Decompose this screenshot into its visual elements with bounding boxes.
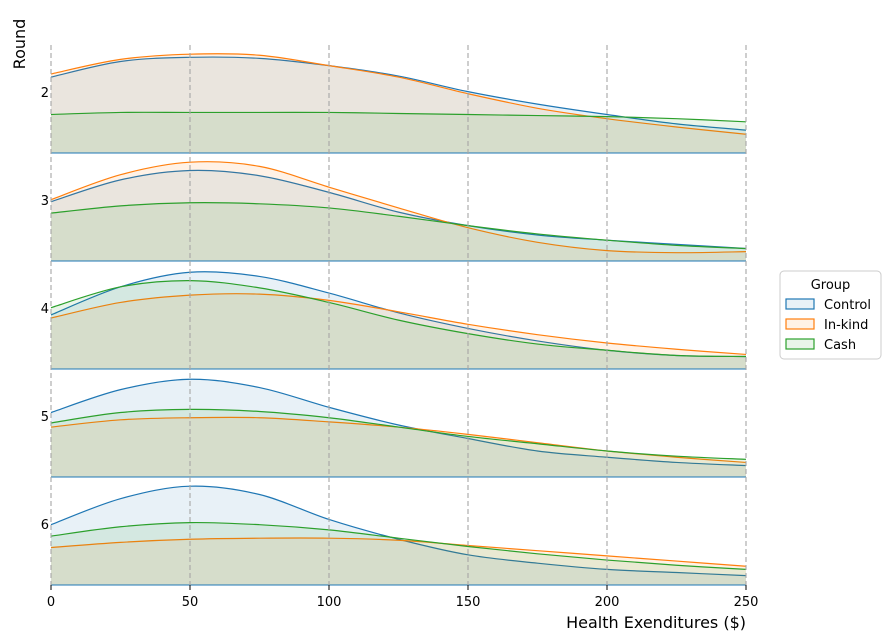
- density-area-in-kind-round-4: [51, 293, 746, 369]
- ridge-panel-round-2: [50, 53, 747, 154]
- x-axis-title: Health Exenditures ($): [566, 613, 746, 632]
- round-label: 5: [41, 410, 49, 425]
- legend-entry-cash: Cash: [785, 338, 856, 353]
- x-tick-label: 200: [595, 595, 620, 610]
- ridge-panel-round-5: [50, 378, 747, 478]
- density-line-cash-round-4: [50, 279, 747, 358]
- density-area-cash-round-3: [51, 202, 746, 261]
- ridge-panel-round-6: [50, 485, 747, 586]
- density-line-control-round-5: [50, 378, 747, 467]
- round-labels: 2 3 4 5 6: [41, 86, 49, 533]
- density-line-in-kind-round-6: [50, 537, 747, 567]
- density-area-in-kind-round-2: [51, 53, 746, 153]
- round-label: 2: [41, 86, 49, 101]
- round-label: 3: [41, 194, 49, 209]
- density-line-control-round-6: [50, 485, 747, 577]
- ridge-panel-round-4: [50, 271, 747, 370]
- x-axis: 0 50 100 150 200 250: [47, 585, 759, 610]
- legend-box: [779, 270, 882, 360]
- legend-swatch-control: [785, 298, 815, 310]
- density-area-cash-round-4: [51, 280, 746, 369]
- density-area-in-kind-round-5: [51, 417, 746, 477]
- legend-entry-in-kind: In-kind: [785, 318, 868, 333]
- density-line-in-kind-round-4: [50, 293, 747, 356]
- density-area-cash-round-5: [51, 409, 746, 477]
- density-area-in-kind-round-3: [51, 161, 746, 261]
- round-label: 6: [41, 518, 49, 533]
- legend-swatch-in-kind: [785, 318, 815, 330]
- round-label: 4: [41, 302, 49, 317]
- x-tick-label: 50: [182, 595, 199, 610]
- density-area-in-kind-round-6: [51, 537, 746, 585]
- ridge-panels: [50, 53, 747, 586]
- x-grid: [50, 45, 747, 585]
- legend-label-control: Control: [824, 298, 871, 313]
- legend: Group Control In-kind Cash: [779, 270, 882, 360]
- density-line-in-kind-round-2: [50, 53, 747, 135]
- x-tick-label: 250: [734, 595, 759, 610]
- y-axis-title: Round: [10, 19, 29, 70]
- legend-swatch-cash: [785, 338, 815, 350]
- density-area-control-round-5: [51, 379, 746, 477]
- legend-entry-control: Control: [785, 298, 871, 313]
- density-line-cash-round-3: [50, 202, 747, 250]
- ridge-panel-round-3: [50, 161, 747, 262]
- density-area-control-round-6: [51, 486, 746, 585]
- legend-title: Group: [811, 278, 851, 293]
- legend-label-cash: Cash: [824, 338, 856, 353]
- density-line-cash-round-6: [50, 521, 747, 570]
- density-line-cash-round-5: [50, 408, 747, 460]
- density-area-control-round-2: [51, 57, 746, 153]
- legend-label-in-kind: In-kind: [824, 318, 868, 333]
- density-line-in-kind-round-3: [50, 161, 747, 254]
- density-area-cash-round-6: [51, 522, 746, 585]
- x-tick-label: 100: [317, 595, 342, 610]
- density-line-cash-round-2: [50, 111, 747, 123]
- density-area-cash-round-2: [51, 112, 746, 153]
- x-tick-label: 150: [456, 595, 481, 610]
- x-tick-label: 0: [47, 595, 55, 610]
